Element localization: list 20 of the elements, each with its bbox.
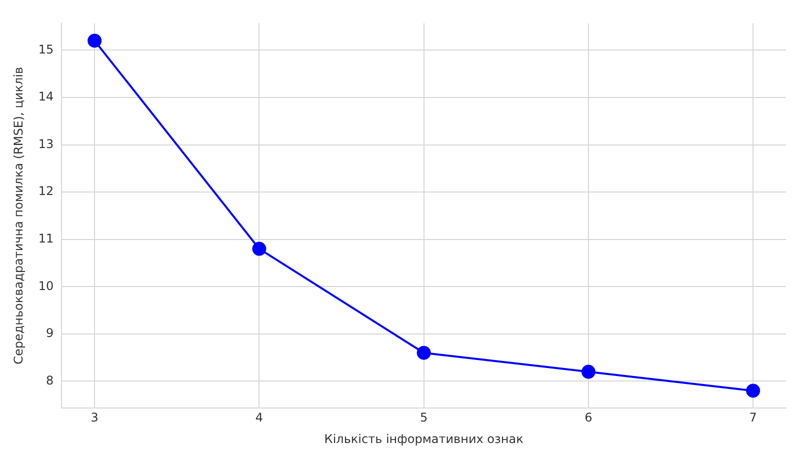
point <box>88 34 102 48</box>
x-tick-label: 4 <box>255 410 264 425</box>
x-axis-title: Кількість інформативних ознак <box>324 432 524 446</box>
point <box>581 364 596 379</box>
y-tick-label: 10 <box>38 278 54 293</box>
y-tick-label: 15 <box>38 42 54 56</box>
y-tick-label: 12 <box>38 184 54 198</box>
y-tick-label: 11 <box>38 231 54 246</box>
x-tick-label: 7 <box>749 410 757 425</box>
y-tick-label: 8 <box>46 373 54 388</box>
x-tick-label: 5 <box>420 410 428 425</box>
x-tick-label: 6 <box>584 410 592 425</box>
y-tick-label: 9 <box>46 326 54 340</box>
x-tick-label: 3 <box>90 410 98 425</box>
y-axis-title: Середньоквадратична помилка (RMSE), циклів <box>11 66 26 364</box>
point <box>746 384 760 398</box>
y-tick-label: 14 <box>38 90 54 104</box>
point <box>252 242 266 256</box>
point <box>416 346 431 360</box>
y-tick-label: 13 <box>38 136 54 151</box>
